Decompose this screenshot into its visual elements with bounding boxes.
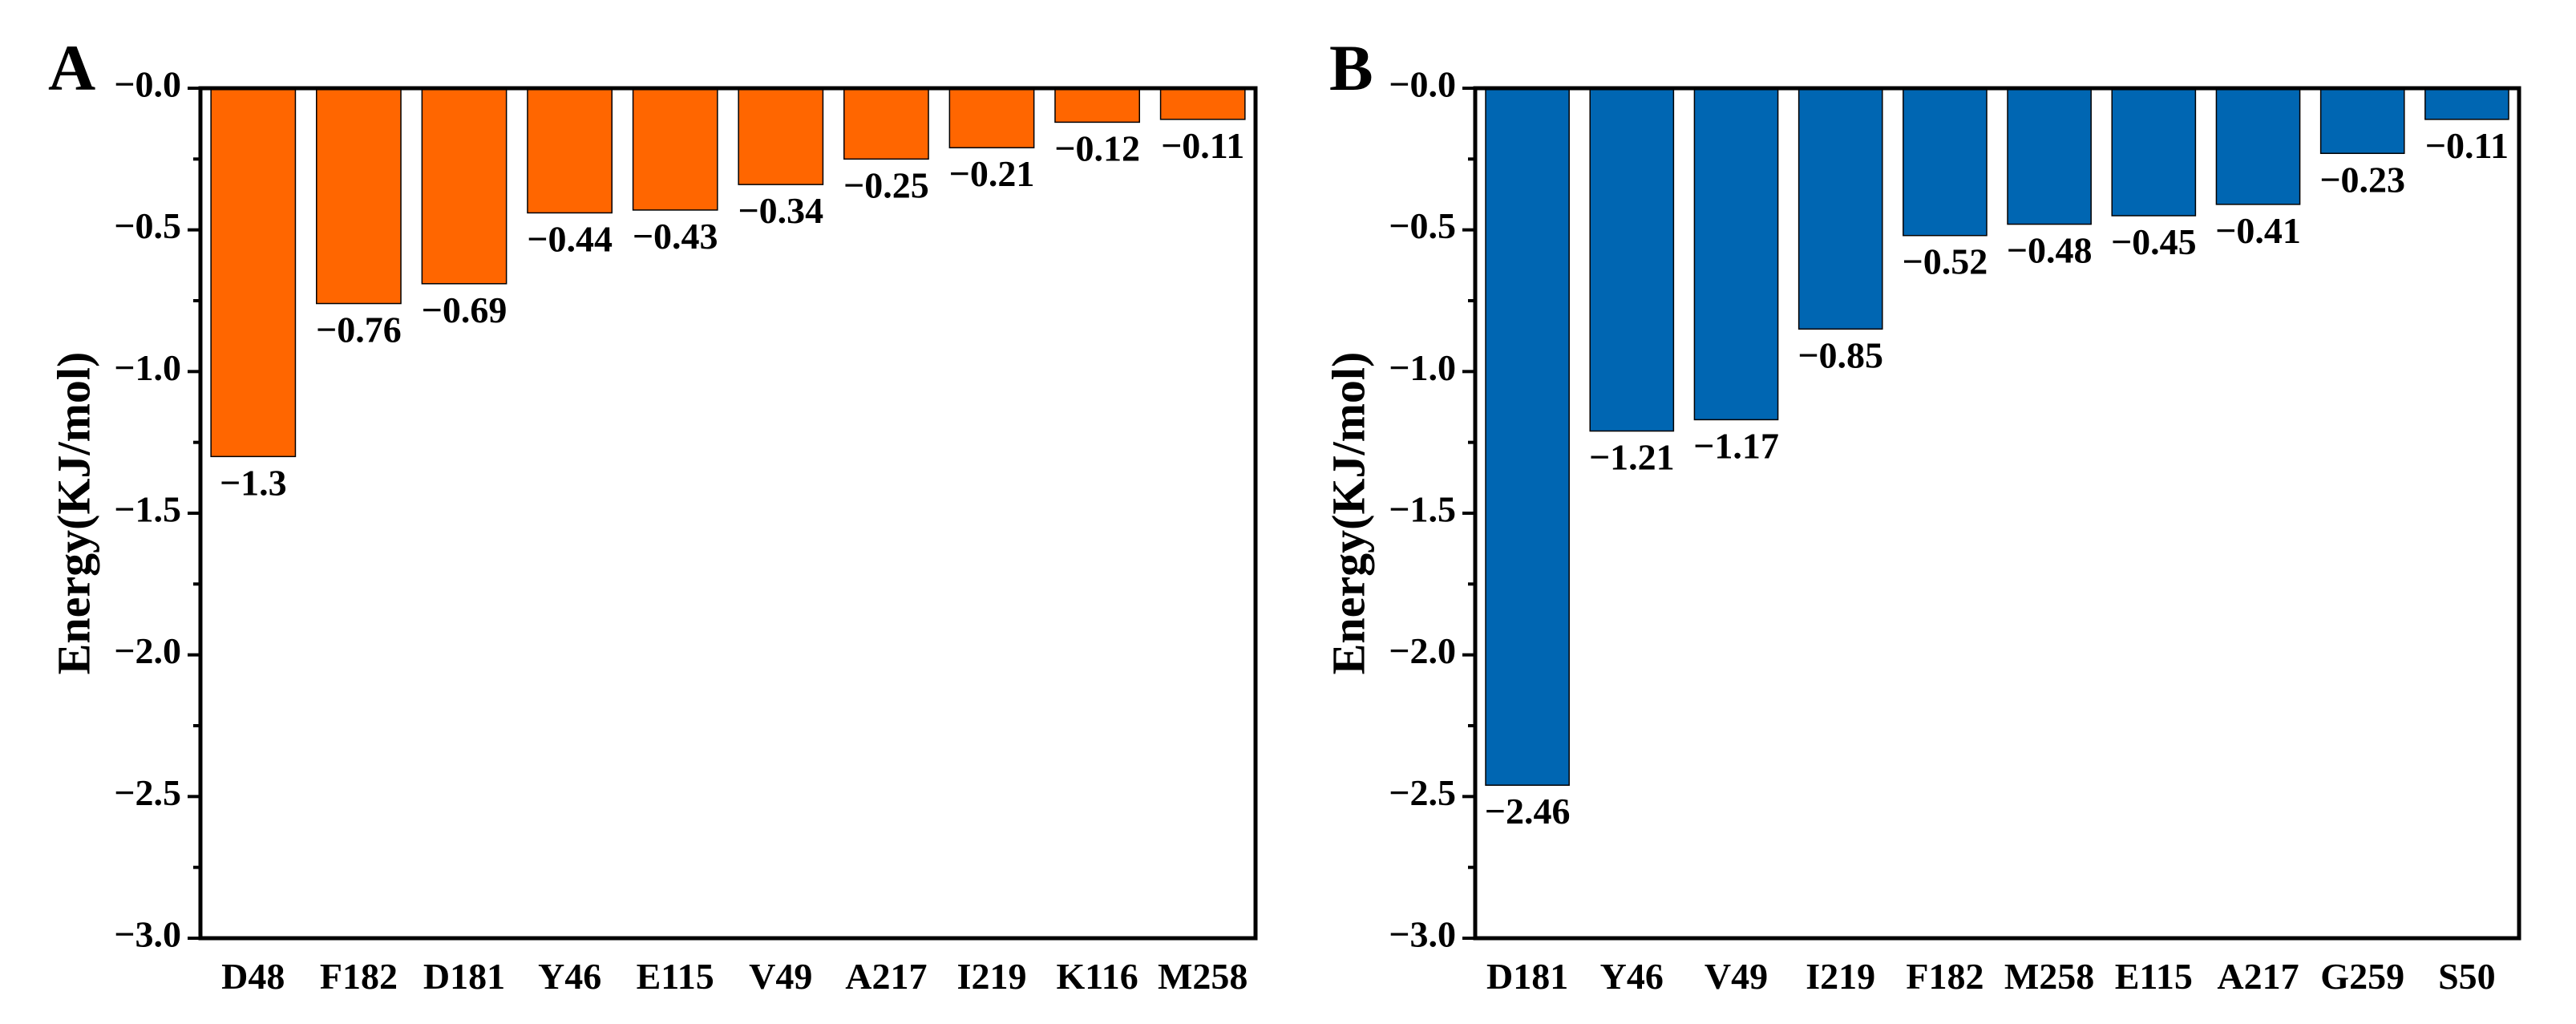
data-label: −0.41 xyxy=(2215,210,2301,251)
y-tick-label: −0.5 xyxy=(1389,205,1456,246)
plot-frame xyxy=(198,86,1258,941)
bar xyxy=(2007,87,2092,225)
data-label: −0.85 xyxy=(1798,334,1883,375)
x-tick-label: I219 xyxy=(957,956,1027,997)
bar xyxy=(1159,87,1246,120)
bar xyxy=(421,87,508,285)
bar xyxy=(1693,87,1779,421)
chart-panel-b: B Energy(KJ/mol) −2.46 D181 −1.21 Y46 −1.17 V49… xyxy=(1322,31,2521,997)
bar xyxy=(843,87,929,160)
x-tick-label: V49 xyxy=(749,956,812,997)
x-tick-label: M258 xyxy=(2004,956,2094,997)
y-tick-label: −0.5 xyxy=(114,205,181,246)
data-label: −0.25 xyxy=(843,164,929,205)
bar xyxy=(2319,87,2405,155)
bar xyxy=(1798,87,1883,330)
bar xyxy=(316,87,402,305)
bar xyxy=(2424,87,2509,120)
data-label: −0.44 xyxy=(527,218,613,259)
bar xyxy=(738,87,824,185)
data-label: −0.76 xyxy=(316,310,402,350)
x-tick-label: K116 xyxy=(1056,956,1138,997)
data-label: −0.12 xyxy=(1054,127,1140,168)
data-label: −0.23 xyxy=(2319,159,2405,200)
x-tick-label: Y46 xyxy=(538,956,601,997)
y-tick-label: −2.0 xyxy=(114,630,181,671)
x-tick-label: D48 xyxy=(221,956,285,997)
bar xyxy=(2215,87,2301,205)
panel-label: A xyxy=(48,31,95,104)
bar xyxy=(210,87,297,458)
data-label: −0.11 xyxy=(2425,125,2509,166)
y-tick-label: −1.0 xyxy=(1389,347,1456,388)
data-label: −0.52 xyxy=(1903,241,1988,282)
bar xyxy=(1903,87,1988,237)
x-tick-label: A217 xyxy=(2217,956,2299,997)
y-axis-title: Energy(KJ/mol) xyxy=(47,352,99,675)
x-tick-label: M258 xyxy=(1158,956,1248,997)
y-tick-label: −0.0 xyxy=(114,64,181,105)
bar xyxy=(948,87,1035,148)
x-tick-label: E115 xyxy=(2115,956,2193,997)
x-tick-label: S50 xyxy=(2438,956,2496,997)
data-label: −0.45 xyxy=(2111,221,2197,262)
x-tick-label: F182 xyxy=(320,956,398,997)
bar xyxy=(632,87,718,211)
panel-label: B xyxy=(1329,31,1373,104)
data-label: −0.34 xyxy=(738,190,823,231)
x-tick-label: I219 xyxy=(1806,956,1875,997)
x-tick-label: A217 xyxy=(845,956,927,997)
y-tick-label: −1.5 xyxy=(1389,489,1456,530)
plot-frame xyxy=(1473,86,2521,941)
x-tick-label: D181 xyxy=(1486,956,1568,997)
y-tick-label: −1.0 xyxy=(114,347,181,388)
data-label: −0.43 xyxy=(633,216,718,257)
y-tick-label: −2.0 xyxy=(1389,630,1456,671)
y-tick-label: −3.0 xyxy=(1389,914,1456,955)
y-tick-label: −2.5 xyxy=(1389,772,1456,813)
x-tick-label: V49 xyxy=(1705,956,1768,997)
data-label: −0.69 xyxy=(422,289,508,330)
data-label: −0.21 xyxy=(949,153,1035,194)
y-tick-label: −2.5 xyxy=(114,772,181,813)
x-tick-label: D181 xyxy=(423,956,505,997)
data-label: −1.3 xyxy=(220,462,287,503)
bar xyxy=(1485,87,1570,786)
bar xyxy=(2111,87,2197,217)
y-tick-label: −0.0 xyxy=(1389,64,1456,105)
y-tick-label: −1.5 xyxy=(114,489,181,530)
bar xyxy=(527,87,613,214)
data-label: −1.21 xyxy=(1589,437,1675,478)
x-tick-label: G259 xyxy=(2320,956,2404,997)
data-label: −1.17 xyxy=(1693,425,1779,466)
chart-panel-a: A Energy(KJ/mol) −1.3 D48 −0.76 F182 −0.69 D181… xyxy=(47,31,1258,997)
bar xyxy=(1054,87,1140,123)
y-axis-title: Energy(KJ/mol) xyxy=(1322,352,1374,675)
data-label: −0.11 xyxy=(1161,125,1244,166)
x-tick-label: F182 xyxy=(1906,956,1984,997)
data-label: −0.48 xyxy=(2007,230,2093,271)
data-label: −2.46 xyxy=(1485,791,1571,832)
x-tick-label: E115 xyxy=(637,956,714,997)
y-tick-label: −3.0 xyxy=(114,914,181,955)
x-tick-label: Y46 xyxy=(1600,956,1664,997)
bar xyxy=(1589,87,1675,432)
